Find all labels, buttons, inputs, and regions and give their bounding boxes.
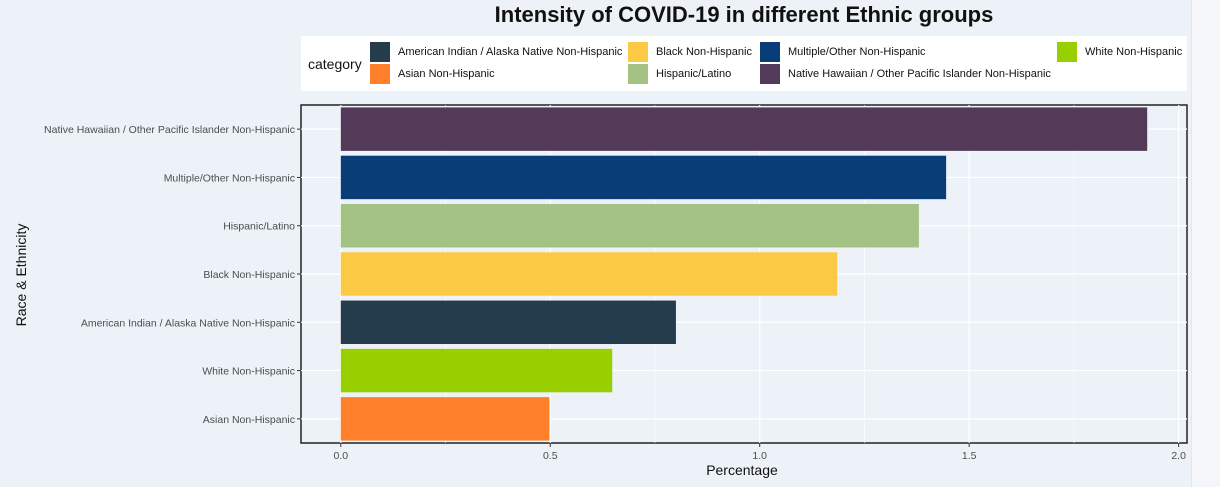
legend-item: White Non-Hispanic — [1057, 42, 1182, 62]
y-tick-label: White Non-Hispanic — [202, 366, 295, 378]
y-tick-label: Black Non-Hispanic — [203, 269, 295, 281]
legend-item: Asian Non-Hispanic — [370, 64, 495, 84]
y-tick-label: Native Hawaiian / Other Pacific Islander… — [44, 124, 295, 136]
legend-swatch — [760, 64, 780, 84]
x-axis-label: Percentage — [706, 462, 778, 478]
x-tick-label: 0.0 — [333, 450, 348, 462]
bar — [340, 397, 550, 441]
legend-item: Native Hawaiian / Other Pacific Islander… — [760, 64, 1051, 84]
y-tick-label: American Indian / Alaska Native Non-Hisp… — [81, 317, 295, 329]
legend-label: Hispanic/Latino — [656, 68, 732, 80]
bar — [340, 155, 947, 200]
bar — [340, 300, 676, 345]
bar — [340, 348, 613, 393]
legend-item: American Indian / Alaska Native Non-Hisp… — [370, 42, 622, 62]
y-tick-label: Asian Non-Hispanic — [203, 414, 295, 426]
y-tick-label: Hispanic/Latino — [223, 221, 295, 233]
legend-swatch — [760, 42, 780, 62]
legend-swatch — [370, 42, 390, 62]
bar — [340, 107, 1148, 151]
legend-label: Asian Non-Hispanic — [398, 68, 495, 80]
x-tick-label: 2.0 — [1171, 450, 1186, 462]
x-tick-label: 1.0 — [752, 450, 767, 462]
legend-swatch — [370, 64, 390, 84]
x-tick-label: 0.5 — [543, 450, 558, 462]
legend-item: Hispanic/Latino — [628, 64, 731, 84]
chart-title: Intensity of COVID-19 in different Ethni… — [494, 2, 994, 27]
legend-swatch — [628, 42, 648, 62]
legend: category American Indian / Alaska Native… — [301, 36, 1187, 91]
legend-label: Multiple/Other Non-Hispanic — [788, 46, 926, 58]
legend-label: Native Hawaiian / Other Pacific Islander… — [788, 68, 1051, 80]
legend-label: Black Non-Hispanic — [656, 46, 752, 58]
legend-title: category — [308, 56, 362, 72]
legend-item: Black Non-Hispanic — [628, 42, 752, 62]
legend-swatch — [628, 64, 648, 84]
legend-item: Multiple/Other Non-Hispanic — [760, 42, 926, 62]
y-tick-label: Multiple/Other Non-Hispanic — [164, 172, 295, 184]
bar — [340, 252, 838, 296]
bar — [340, 203, 919, 248]
legend-label: White Non-Hispanic — [1085, 46, 1183, 58]
legend-swatch — [1057, 42, 1077, 62]
legend-label: American Indian / Alaska Native Non-Hisp… — [398, 46, 623, 58]
window-edge — [1191, 0, 1220, 487]
y-axis-label: Race & Ethnicity — [13, 224, 29, 327]
x-tick-label: 1.5 — [962, 450, 977, 462]
